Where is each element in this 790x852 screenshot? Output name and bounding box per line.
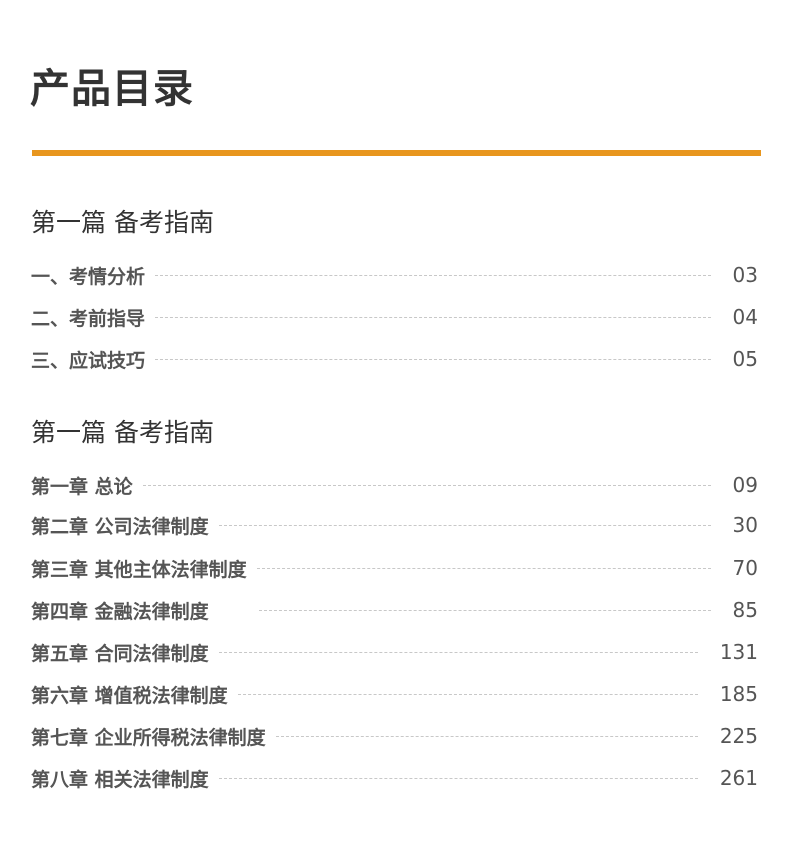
toc-page: 70 [732, 556, 758, 580]
accent-divider [32, 150, 761, 156]
toc-page: 09 [732, 473, 758, 497]
toc-page: 131 [719, 640, 758, 664]
toc-entry[interactable]: 第六章 增值税法律制度 185 [31, 679, 758, 709]
toc-label: 第四章 金融法律制度 [31, 600, 209, 623]
dotted-leader [256, 567, 711, 569]
toc-label: 第三章 其他主体法律制度 [31, 558, 247, 581]
toc-label: 第六章 增值税法律制度 [31, 684, 228, 707]
dotted-leader [218, 651, 698, 653]
dotted-leader [275, 735, 698, 737]
toc-entry[interactable]: 第三章 其他主体法律制度 70 [31, 553, 758, 583]
section-heading: 第一篇 备考指南 [31, 208, 214, 237]
toc-entry[interactable]: 第一章 总论 09 [31, 470, 758, 500]
toc-label: 二、考前指导 [31, 307, 146, 330]
toc-entry[interactable]: 第二章 公司法律制度 30 [31, 510, 758, 540]
toc-page: 85 [732, 598, 758, 622]
toc-page: 03 [732, 263, 758, 287]
toc-page: 261 [719, 766, 758, 790]
toc-entry[interactable]: 第七章 企业所得税法律制度 225 [31, 721, 758, 751]
toc-entry[interactable]: 第五章 合同法律制度 131 [31, 637, 758, 667]
toc-page: 05 [732, 347, 758, 371]
toc-entry[interactable]: 第八章 相关法律制度 261 [31, 763, 758, 793]
toc-entry[interactable]: 一、考情分析 03 [31, 260, 758, 290]
toc-label: 一、考情分析 [31, 265, 146, 288]
dotted-leader [258, 609, 711, 611]
dotted-leader [155, 316, 711, 318]
toc-entry[interactable]: 三、应试技巧 05 [31, 344, 758, 374]
toc-page: 225 [719, 724, 758, 748]
toc-label: 第八章 相关法律制度 [31, 768, 209, 791]
dotted-leader [155, 358, 711, 360]
toc-page: 04 [732, 305, 758, 329]
dotted-leader [218, 777, 698, 779]
toc-label: 第二章 公司法律制度 [31, 515, 209, 538]
toc-page: 30 [732, 513, 758, 537]
toc-entry[interactable]: 第四章 金融法律制度 85 [31, 595, 758, 625]
dotted-leader [237, 693, 698, 695]
toc-label: 第五章 合同法律制度 [31, 642, 209, 665]
dotted-leader [218, 524, 711, 526]
page-title: 产品目录 [30, 66, 194, 112]
toc-page: 185 [719, 682, 758, 706]
toc-label: 第一章 总论 [31, 475, 133, 498]
toc-label: 三、应试技巧 [31, 349, 146, 372]
toc-label: 第七章 企业所得税法律制度 [31, 726, 266, 749]
dotted-leader [155, 274, 711, 276]
dotted-leader [142, 484, 711, 486]
toc-entry[interactable]: 二、考前指导 04 [31, 302, 758, 332]
section-heading: 第一篇 备考指南 [31, 418, 214, 447]
